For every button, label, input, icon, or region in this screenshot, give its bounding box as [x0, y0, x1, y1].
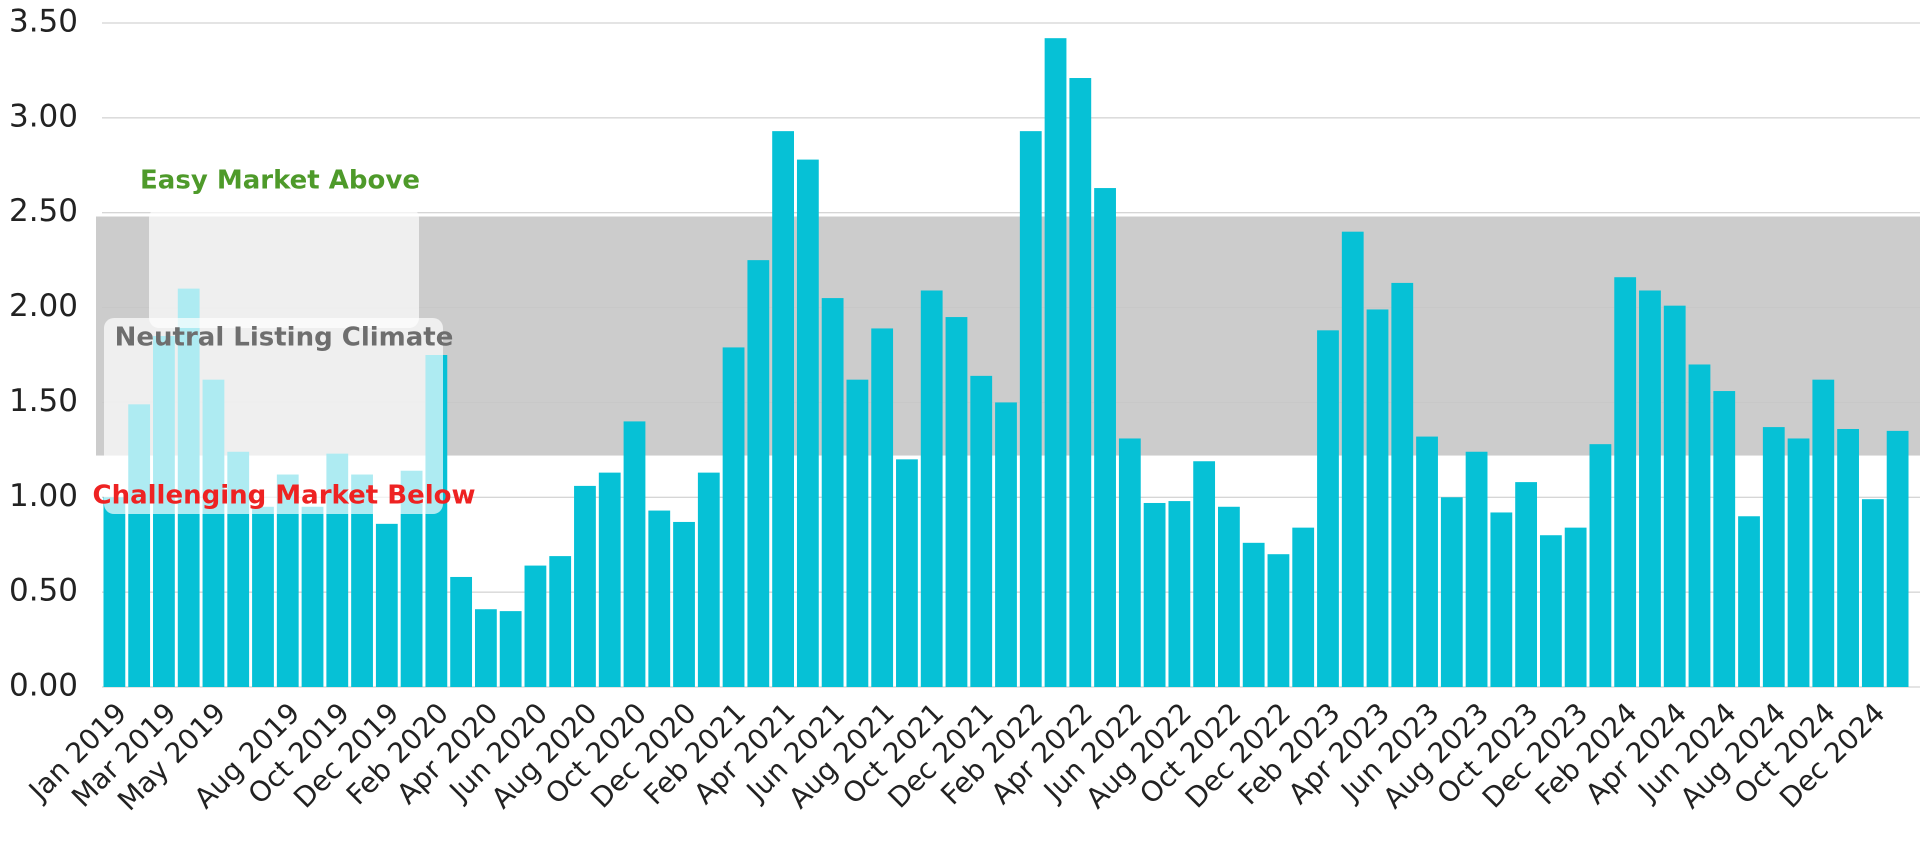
y-tick-label: 3.50	[9, 4, 78, 40]
bar	[1292, 527, 1315, 687]
bar	[474, 609, 497, 687]
bar	[1465, 451, 1488, 687]
bar	[1391, 282, 1414, 687]
bar	[1490, 512, 1513, 687]
y-tick-label: 2.00	[9, 288, 78, 324]
bar	[1812, 379, 1835, 687]
bar	[524, 565, 547, 687]
bar	[301, 506, 324, 687]
y-tick-label: 3.00	[9, 98, 78, 134]
bar	[796, 159, 819, 687]
bar	[1267, 554, 1290, 687]
bar	[252, 506, 274, 687]
bar	[1094, 188, 1116, 687]
bar	[995, 402, 1017, 687]
y-tick-label: 0.50	[9, 573, 78, 609]
y-tick-label: 1.50	[9, 383, 78, 419]
bar	[1218, 506, 1240, 687]
bar	[1168, 501, 1191, 687]
bar	[1317, 330, 1339, 687]
bar	[1713, 391, 1736, 687]
bar	[920, 290, 943, 687]
bar	[1044, 38, 1067, 688]
bar	[896, 459, 918, 687]
bar	[1886, 430, 1909, 687]
bar	[1539, 535, 1562, 687]
bar	[499, 611, 522, 687]
bar	[821, 298, 844, 687]
bar	[648, 510, 671, 687]
bar	[1440, 497, 1463, 687]
bar	[1069, 78, 1092, 687]
bar	[1515, 482, 1538, 687]
bar	[549, 556, 572, 687]
bar	[970, 375, 993, 687]
bar	[1341, 231, 1364, 687]
bar	[1663, 305, 1686, 687]
bar	[1242, 542, 1265, 687]
bar	[1416, 436, 1438, 687]
bar	[673, 521, 695, 687]
bar	[945, 317, 968, 687]
bar	[1143, 502, 1166, 687]
bar	[103, 497, 126, 687]
bar	[1738, 516, 1760, 687]
bar	[846, 379, 869, 687]
bar	[1019, 131, 1042, 687]
annotation: Challenging Market Below	[93, 481, 476, 511]
bar	[351, 474, 373, 687]
bar	[1688, 364, 1711, 687]
annotation: Neutral Listing Climate	[115, 323, 454, 353]
bar	[623, 421, 646, 687]
bar	[871, 328, 894, 687]
bar	[1762, 427, 1785, 687]
bar	[574, 485, 596, 687]
bar	[1193, 461, 1216, 687]
bar	[1564, 527, 1587, 687]
bar	[1639, 290, 1661, 687]
bar	[1366, 309, 1389, 687]
legend-panel	[104, 318, 443, 514]
bar	[598, 472, 621, 687]
bar	[747, 260, 770, 687]
bar	[450, 576, 473, 687]
bar	[1787, 438, 1810, 687]
y-tick-label: 2.50	[9, 193, 78, 229]
bar	[1589, 444, 1612, 687]
bar	[1861, 499, 1884, 687]
bar	[697, 472, 720, 687]
y-tick-label: 1.00	[9, 478, 78, 514]
annotation: Easy Market Above	[140, 166, 420, 196]
bar	[400, 470, 423, 687]
bar	[722, 347, 745, 687]
bar	[1837, 428, 1859, 687]
y-tick-label: 0.00	[9, 668, 78, 704]
bar	[276, 474, 299, 687]
bar	[375, 523, 398, 687]
legend-panel	[149, 208, 419, 328]
bar	[1118, 438, 1141, 687]
bar	[772, 131, 794, 687]
bar	[1614, 277, 1637, 687]
